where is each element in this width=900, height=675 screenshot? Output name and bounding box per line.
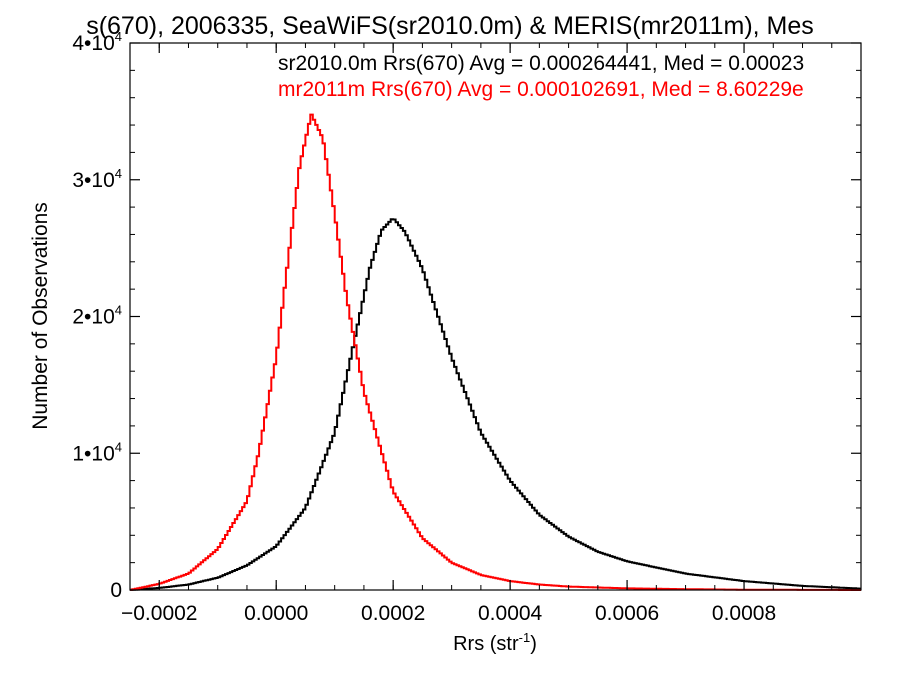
- y-tick-label: 0: [110, 579, 122, 602]
- series-layer: [130, 113, 861, 591]
- x-axis-ticks: −0.0002 0.0000 0.0002 0.0004 0.0006 0.0008: [121, 43, 833, 625]
- x-axis-label-close: ): [530, 633, 537, 655]
- x-axis-label: Rrs (str-1): [453, 630, 537, 655]
- series-line-0: [130, 218, 861, 591]
- x-tick-label: 0.0004: [478, 602, 543, 625]
- x-tick-label: 0.0008: [712, 602, 776, 625]
- y-tick-label: 1•104: [72, 439, 122, 465]
- plot-frame: [129, 42, 862, 591]
- annotation-red: mr2011m Rrs(670) Avg = 0.000102691, Med …: [278, 78, 804, 101]
- x-tick-label: 0.0006: [595, 602, 659, 625]
- x-tick-label: 0.0002: [361, 602, 425, 625]
- x-tick-label: 0.0000: [244, 602, 308, 625]
- x-axis-label-main: Rrs (str: [453, 633, 519, 655]
- y-tick-label: 4•104: [72, 29, 122, 55]
- y-tick-label: 2•104: [72, 303, 122, 329]
- x-tick-label: −0.0002: [121, 602, 198, 625]
- y-axis-label: Number of Observations: [29, 202, 52, 430]
- x-axis-label-superscript: -1: [519, 630, 531, 645]
- series-line-1: [130, 113, 861, 591]
- y-tick-label: 3•104: [72, 166, 122, 192]
- annotation-black: sr2010.0m Rrs(670) Avg = 0.000264441, Me…: [278, 52, 804, 75]
- chart-title: s(670), 2006335, SeaWiFS(sr2010.0m) & ME…: [86, 12, 814, 40]
- y-axis-ticks: 0 1•104 2•104 3•104 4•104: [72, 29, 861, 602]
